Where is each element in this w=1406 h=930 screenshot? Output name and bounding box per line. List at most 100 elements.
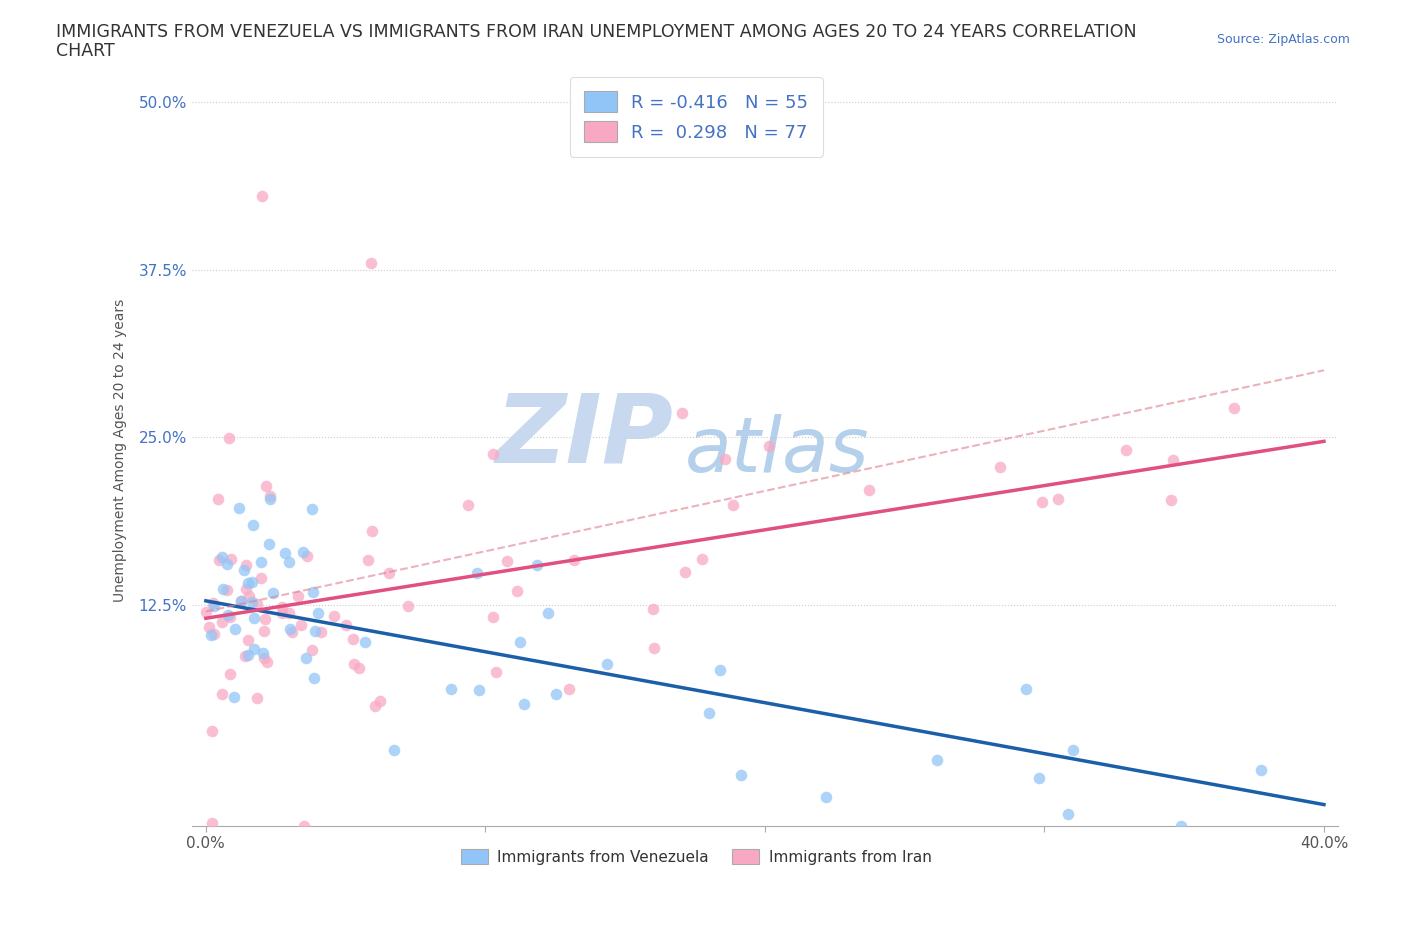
Point: [506, 584, 529, 599]
Point: [301, 642, 323, 657]
Point: [198, 619, 221, 634]
Point: [259, 488, 281, 503]
Point: [302, 671, 325, 685]
Point: [858, 483, 880, 498]
Point: [347, 660, 370, 675]
Point: [690, 552, 713, 567]
Point: [485, 664, 508, 679]
Point: [396, 599, 419, 614]
Point: [290, 618, 312, 632]
Point: [673, 565, 696, 579]
Point: [240, 595, 263, 610]
Point: [238, 588, 260, 603]
Point: [302, 585, 325, 600]
Point: [697, 706, 720, 721]
Point: [509, 634, 531, 649]
Point: [254, 479, 277, 494]
Point: [238, 648, 260, 663]
Point: [250, 554, 273, 569]
Point: [219, 667, 242, 682]
Point: [758, 439, 780, 454]
Point: [481, 609, 503, 624]
Point: [721, 498, 744, 512]
Point: [1031, 494, 1053, 509]
Point: [253, 651, 276, 666]
Point: [201, 724, 224, 738]
Point: [301, 501, 323, 516]
Point: [253, 612, 276, 627]
Point: [262, 586, 284, 601]
Point: [252, 646, 274, 661]
Point: [467, 682, 489, 697]
Point: [364, 698, 387, 713]
Text: CHART: CHART: [56, 42, 115, 60]
Point: [259, 492, 281, 507]
Point: [382, 743, 405, 758]
Point: [221, 551, 243, 566]
Point: [224, 621, 246, 636]
Point: [246, 691, 269, 706]
Point: [224, 690, 246, 705]
Point: [357, 552, 380, 567]
Point: [1250, 763, 1272, 777]
Point: [537, 605, 560, 620]
Point: [596, 657, 619, 671]
Text: atlas: atlas: [685, 414, 869, 487]
Point: [814, 790, 837, 804]
Point: [201, 816, 224, 830]
Point: [713, 452, 735, 467]
Point: [335, 618, 357, 632]
Point: [211, 615, 233, 630]
Point: [353, 635, 375, 650]
Point: [228, 500, 250, 515]
Point: [440, 681, 463, 696]
Point: [250, 189, 273, 204]
Point: [295, 548, 318, 563]
Point: [271, 599, 294, 614]
Point: [259, 537, 281, 551]
Point: [242, 517, 264, 532]
Point: [243, 642, 266, 657]
Point: [544, 687, 567, 702]
Point: [291, 545, 314, 560]
Point: [287, 589, 309, 604]
Point: [1115, 443, 1137, 458]
Point: [343, 657, 366, 671]
Text: IMMIGRANTS FROM VENEZUELA VS IMMIGRANTS FROM IRAN UNEMPLOYMENT AMONG AGES 20 TO : IMMIGRANTS FROM VENEZUELA VS IMMIGRANTS …: [56, 23, 1137, 41]
Point: [564, 552, 586, 567]
Point: [236, 632, 259, 647]
Point: [730, 767, 752, 782]
Point: [304, 624, 326, 639]
Point: [217, 607, 239, 622]
Point: [988, 459, 1011, 474]
Point: [271, 605, 294, 620]
Point: [242, 610, 264, 625]
Point: [368, 694, 391, 709]
Point: [927, 753, 949, 768]
Point: [307, 605, 329, 620]
Point: [278, 554, 301, 569]
Point: [195, 604, 218, 619]
Point: [207, 492, 229, 507]
Point: [1046, 492, 1069, 507]
Point: [1015, 682, 1038, 697]
Point: [1170, 818, 1192, 833]
Point: [211, 687, 233, 702]
Point: [513, 697, 536, 711]
Point: [202, 626, 225, 641]
Point: [211, 550, 233, 565]
Point: [457, 498, 479, 512]
Legend: Immigrants from Venezuela, Immigrants from Iran: Immigrants from Venezuela, Immigrants fr…: [454, 843, 938, 870]
Point: [1057, 807, 1080, 822]
Point: [215, 583, 238, 598]
Y-axis label: Unemployment Among Ages 20 to 24 years: Unemployment Among Ages 20 to 24 years: [114, 299, 128, 603]
Point: [281, 625, 304, 640]
Point: [207, 552, 229, 567]
Point: [309, 624, 332, 639]
Point: [1028, 770, 1050, 785]
Point: [242, 575, 264, 590]
Point: [229, 594, 252, 609]
Point: [482, 447, 505, 462]
Point: [295, 650, 318, 665]
Point: [278, 621, 301, 636]
